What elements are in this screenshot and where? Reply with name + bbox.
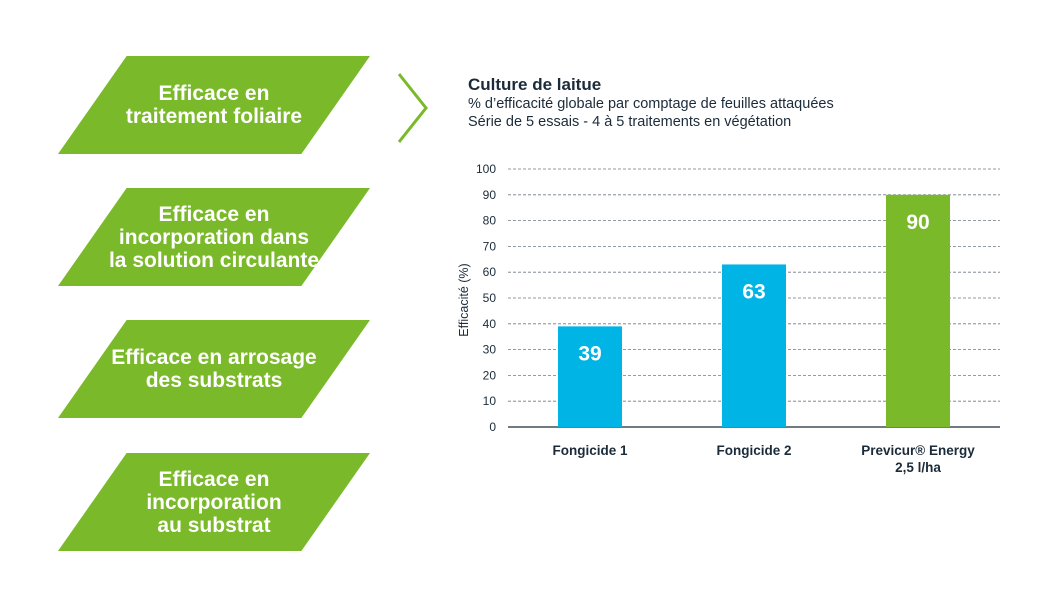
x-tick-label: Fongicide 1 (552, 443, 628, 458)
y-tick-label: 30 (483, 343, 497, 357)
x-tick-label-line2: 2,5 l/ha (895, 460, 941, 475)
y-tick-label: 0 (489, 420, 496, 434)
y-tick-label: 50 (483, 291, 497, 305)
benefit-panel-substrate-watering: Efficace en arrosage des substrats (58, 320, 370, 418)
y-tick-label: 20 (483, 368, 497, 382)
bar (722, 264, 786, 427)
benefit-label: Efficace en incorporation au substrat (146, 467, 282, 537)
efficacy-bar-chart: 0 10 20 30 40 50 60 70 80 90 100 Efficacité (%) 39… (457, 162, 1000, 475)
bar-value-label: 39 (578, 342, 601, 365)
x-tick-label: Fongicide 2 (716, 443, 791, 458)
benefit-label: Efficace en traitement foliaire (125, 82, 303, 128)
benefit-label: Efficace en arrosage des substrats (111, 346, 317, 392)
y-tick-label: 70 (483, 239, 497, 253)
y-tick-label: 60 (483, 265, 497, 279)
chart-subtitle: % d’efficacité globale par comptage de f… (468, 96, 834, 112)
chart-subtitle-2: Série de 5 essais - 4 à 5 traitements en… (468, 114, 792, 130)
bar-value-label: 90 (906, 211, 929, 234)
y-tick-label: 40 (483, 317, 497, 331)
chart-header: Culture de laitue % d’efficacité globale… (468, 74, 834, 131)
y-tick-label: 100 (476, 162, 496, 176)
y-tick-label: 80 (483, 214, 497, 228)
chart-title: Culture de laitue (468, 75, 602, 94)
bar (886, 194, 950, 427)
benefit-panel-circulating-solution: Efficace en incorporation dans la soluti… (58, 188, 370, 286)
y-axis-label: Efficacité (%) (457, 263, 471, 336)
x-axis-labels: Fongicide 1 Fongicide 2 Previcur® Energy 2,… (552, 443, 975, 475)
benefit-panel-foliar: Efficace en traitement foliaire (58, 56, 370, 154)
chevron-right-icon (397, 73, 428, 143)
bar (558, 326, 622, 427)
benefit-label: Efficace en incorporation dans la soluti… (108, 202, 320, 272)
y-tick-label: 10 (483, 394, 497, 408)
y-axis-ticks: 0 10 20 30 40 50 60 70 80 90 100 (476, 162, 496, 434)
x-tick-label: Previcur® Energy (861, 443, 975, 458)
bar-value-label: 63 (742, 280, 765, 303)
y-tick-label: 90 (483, 188, 497, 202)
benefit-panel-substrate-incorporation: Efficace en incorporation au substrat (58, 453, 370, 551)
chart-bars: 39 63 90 (558, 194, 950, 427)
